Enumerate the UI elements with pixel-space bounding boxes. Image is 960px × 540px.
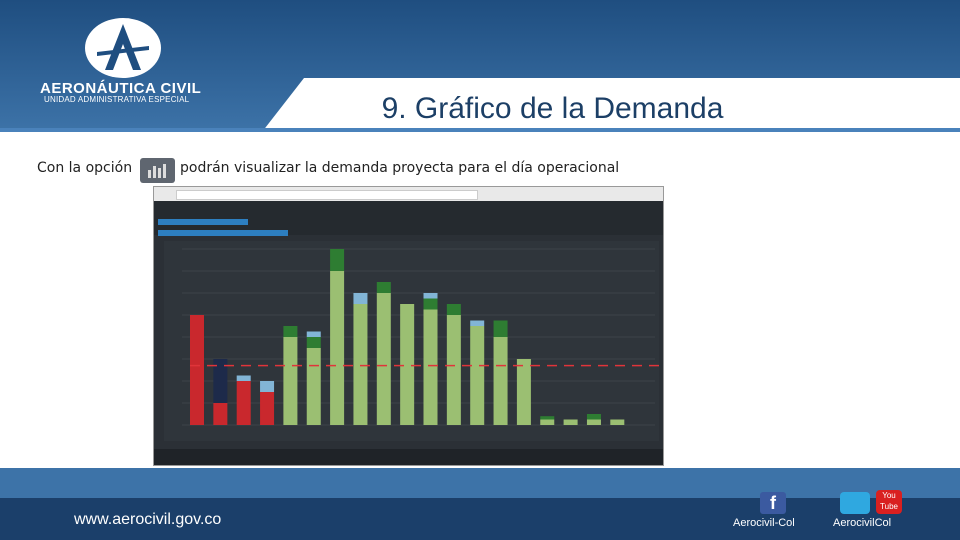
chart-bar-segment [540, 419, 555, 425]
chart-bar-segment [353, 293, 368, 304]
chart-bar-segment [236, 381, 251, 425]
chart-bar-segment [446, 315, 461, 425]
chart-bar-segment [353, 304, 368, 425]
footer-band [0, 468, 960, 498]
facebook-label[interactable]: Aerocivil-Col [733, 517, 795, 529]
chart-bar-segment [283, 326, 298, 337]
filter-buttons [158, 219, 248, 225]
chart-bar-segment [376, 282, 391, 293]
caption-after: podrán visualizar la demanda proyecta pa… [180, 160, 620, 176]
address-bar [176, 190, 478, 200]
demand-chart [164, 241, 659, 441]
website-link[interactable]: www.aerocivil.gov.co [74, 511, 222, 528]
chart-bar-segment [306, 348, 321, 425]
chart-bar-segment [470, 320, 485, 326]
chart-bar-segment [516, 359, 531, 425]
chart-bar-segment [260, 381, 275, 392]
twitter-icon[interactable] [840, 492, 870, 514]
bar-chart-icon [148, 164, 166, 178]
chart-bar-segment [423, 298, 438, 310]
aerocivil-logo-icon [85, 18, 161, 78]
demand-chart-svg [182, 248, 659, 426]
chart-option-icon[interactable] [140, 158, 175, 183]
brand-subtitle: UNIDAD ADMINISTRATIVA ESPECIAL [44, 95, 190, 104]
chart-bar-segment [540, 416, 555, 420]
chart-bar-segment [446, 304, 461, 315]
chart-bar-segment [213, 403, 228, 425]
screenshot-footer [154, 449, 663, 465]
chart-bar-segment [493, 337, 508, 425]
twitter-label[interactable]: AerocivilCol [833, 517, 892, 529]
slide-title: 9. Gráfico de la Demanda [381, 92, 724, 125]
footer-strip [0, 498, 960, 540]
app-toolbar [154, 201, 663, 236]
chart-bar-segment [260, 392, 275, 425]
caption-before: Con la opción [37, 160, 133, 176]
chart-bar-segment [306, 331, 321, 337]
chart-bar-segment [423, 309, 438, 425]
chart-bar-segment [610, 419, 625, 425]
chart-bar-segment [330, 249, 345, 271]
view-buttons [158, 230, 288, 236]
chart-bar-segment [236, 375, 251, 381]
chart-bar-segment [586, 419, 601, 425]
title-tab [262, 78, 960, 132]
chart-bar-segment [213, 359, 228, 403]
chart-bar-segment [586, 414, 601, 420]
chart-bar-segment [306, 337, 321, 348]
browser-toolbar [154, 187, 663, 201]
chart-bar-segment [190, 315, 205, 425]
youtube-icon[interactable]: You Tube [876, 490, 902, 514]
demand-screenshot [153, 186, 664, 466]
chart-bar-segment [283, 337, 298, 425]
chart-bar-segment [330, 271, 345, 425]
facebook-icon[interactable]: f [760, 492, 786, 514]
chart-bar-segment [376, 293, 391, 425]
chart-bar-segment [493, 320, 508, 337]
chart-bar-segment [423, 293, 438, 299]
chart-bar-segment [470, 326, 485, 425]
chart-bar-segment [563, 419, 578, 425]
header-divider [0, 128, 960, 132]
brand-name: AERONÁUTICA CIVIL [40, 80, 202, 97]
chart-bar-segment [400, 304, 415, 425]
caption: Con la opción podrán visualizar la deman… [37, 160, 619, 176]
